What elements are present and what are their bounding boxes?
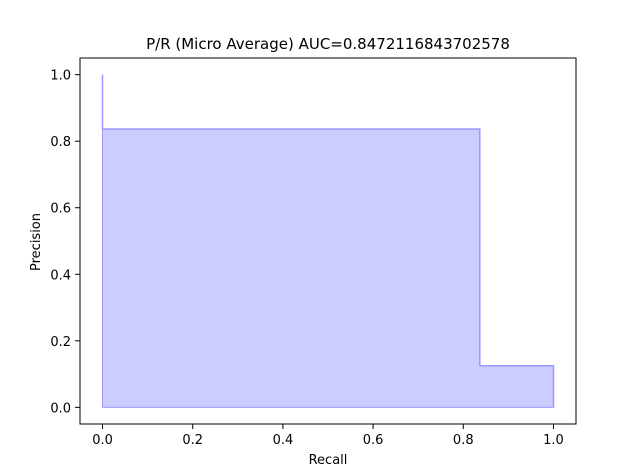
y-axis-label: Precision	[29, 213, 44, 271]
x-tick-label: 1.0	[543, 433, 564, 448]
plot-area	[79, 57, 577, 425]
pr-area-fill	[102, 74, 554, 408]
axes-frame	[79, 57, 577, 425]
y-tick-label: 0.6	[50, 202, 71, 217]
x-axis-label: Recall	[309, 453, 348, 468]
y-tick-label: 0.0	[50, 401, 71, 416]
y-axis-ticks: 0.0 0.2 0.4 0.6 0.8 1.0	[50, 69, 80, 416]
x-tick-label: 0.0	[92, 433, 113, 448]
pr-step-line	[101, 74, 555, 408]
x-tick-label: 0.8	[453, 433, 474, 448]
x-tick-label: 0.2	[182, 433, 203, 448]
x-tick-label: 0.4	[273, 433, 294, 448]
y-tick-label: 0.8	[50, 135, 71, 150]
y-tick-label: 0.4	[50, 268, 71, 283]
x-tick-label: 0.6	[363, 433, 384, 448]
x-axis-ticks: 0.0 0.2 0.4 0.6 0.8 1.0	[92, 424, 564, 448]
chart-title: P/R (Micro Average) AUC=0.84721168437025…	[146, 35, 510, 53]
y-tick-label: 1.0	[50, 69, 71, 84]
y-tick-label: 0.2	[50, 335, 71, 350]
